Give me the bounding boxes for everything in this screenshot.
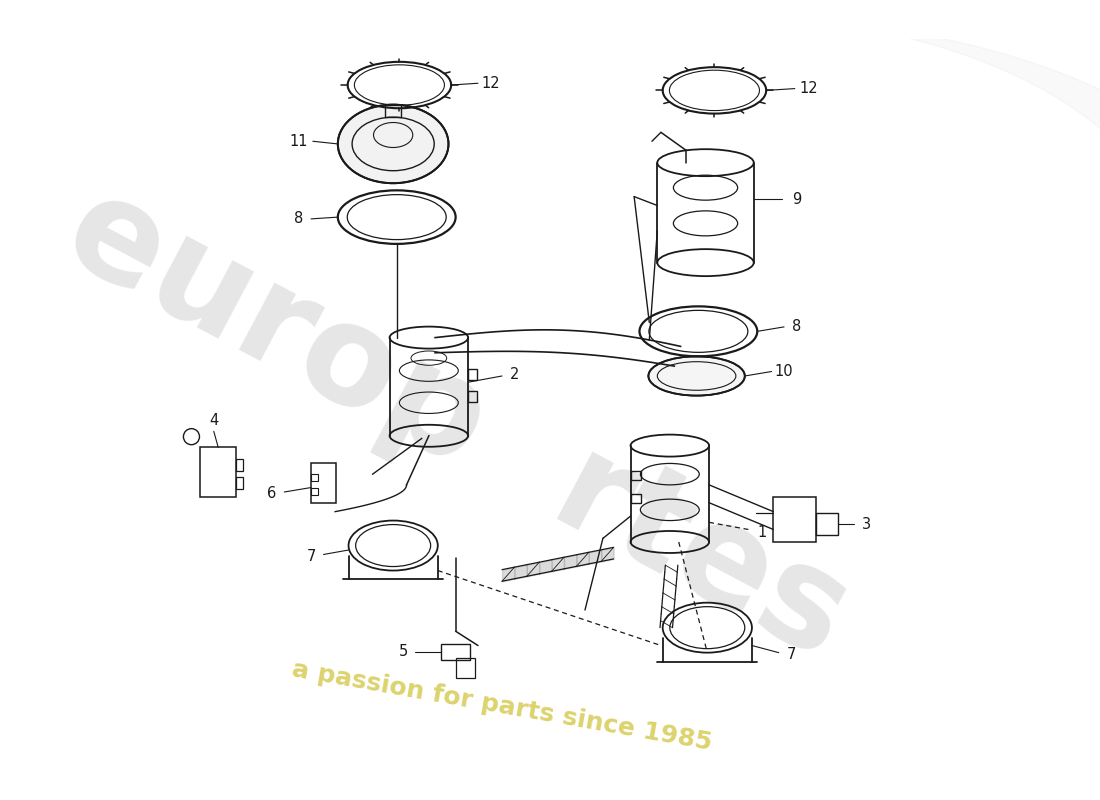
Bar — [469, 369, 477, 379]
Bar — [385, 105, 402, 117]
Text: 10: 10 — [774, 364, 793, 379]
Text: 8: 8 — [792, 319, 801, 334]
Text: 3: 3 — [861, 517, 871, 532]
Text: 8: 8 — [294, 211, 304, 226]
Bar — [441, 644, 470, 660]
Text: 7: 7 — [307, 549, 316, 564]
Text: 12: 12 — [800, 81, 818, 96]
Text: 5: 5 — [399, 644, 408, 659]
Bar — [200, 447, 236, 498]
Bar — [773, 498, 816, 542]
Bar — [311, 474, 318, 482]
Bar — [311, 463, 336, 502]
Bar — [816, 514, 837, 535]
Text: 4: 4 — [209, 413, 219, 428]
Bar — [455, 658, 475, 678]
Ellipse shape — [338, 105, 449, 183]
Text: 2: 2 — [509, 366, 519, 382]
Text: 9: 9 — [792, 192, 801, 206]
Bar — [311, 487, 318, 494]
Text: 1: 1 — [757, 525, 767, 540]
Text: europ  rtes: europ rtes — [44, 160, 871, 685]
Bar — [236, 459, 243, 471]
Text: 11: 11 — [289, 134, 308, 149]
Bar — [630, 494, 641, 502]
Bar — [236, 477, 243, 490]
Text: 12: 12 — [481, 76, 499, 90]
Bar — [469, 391, 477, 402]
Text: 7: 7 — [786, 647, 796, 662]
Text: 6: 6 — [267, 486, 276, 502]
Ellipse shape — [648, 356, 745, 396]
Bar — [630, 471, 641, 480]
Text: a passion for parts since 1985: a passion for parts since 1985 — [290, 658, 714, 755]
